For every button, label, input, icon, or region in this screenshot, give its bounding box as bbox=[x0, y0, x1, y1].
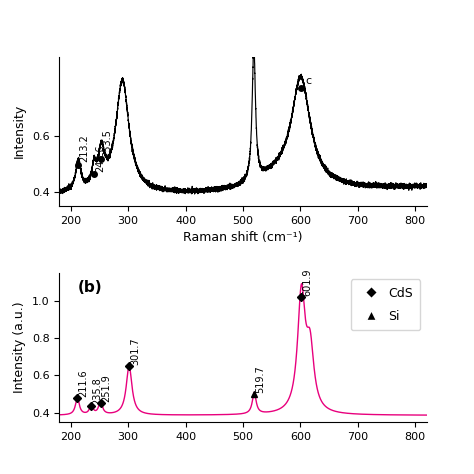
Text: 519.7: 519.7 bbox=[255, 365, 265, 393]
Text: 253.5: 253.5 bbox=[102, 129, 113, 157]
Legend: CdS, Si: CdS, Si bbox=[351, 279, 420, 330]
Y-axis label: Intensity: Intensity bbox=[13, 104, 26, 158]
X-axis label: Raman shift (cm⁻¹): Raman shift (cm⁻¹) bbox=[183, 231, 303, 244]
Text: 301.7: 301.7 bbox=[130, 337, 140, 365]
Y-axis label: Intensity (a.u.): Intensity (a.u.) bbox=[13, 301, 26, 393]
Text: 240.6: 240.6 bbox=[95, 145, 105, 172]
Text: (b): (b) bbox=[78, 280, 102, 295]
Text: c: c bbox=[305, 76, 311, 86]
Text: 235.8: 235.8 bbox=[92, 377, 102, 405]
Text: 211.6: 211.6 bbox=[79, 370, 89, 397]
Text: 601.9: 601.9 bbox=[302, 269, 312, 296]
Text: 251.9: 251.9 bbox=[101, 374, 112, 402]
Text: 213.2: 213.2 bbox=[80, 135, 90, 162]
